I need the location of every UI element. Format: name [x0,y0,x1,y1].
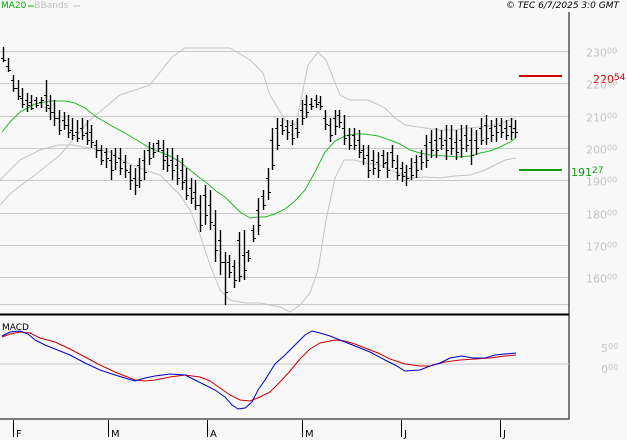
x-tick-label: M [305,429,314,440]
resistance-label: 22054 [593,73,626,86]
ma20-line [1,100,517,219]
y-tick-label: 18000 [586,209,617,222]
x-tick-label: F [16,429,22,440]
copyright-timestamp: © TEC 6/7/2025 3:0 GMT [505,1,619,11]
macd-signal-line [1,331,517,402]
macd-y-tick-label: 000 [601,363,618,376]
y-tick-label: 20000 [586,144,617,157]
y-tick-label: 16000 [586,273,617,286]
x-tick-label: J [403,429,407,440]
x-tick-label: M [111,429,120,440]
macd-y-axis: 500 000 [601,342,618,376]
price-grid [0,51,569,305]
x-tick-label: A [210,429,217,440]
x-tick-label: J [502,429,506,440]
y-tick-label: 17000 [586,241,617,254]
legend-ma20: MA20 [1,1,27,11]
price-bars [1,47,518,305]
legend-bbands: BBands [34,1,69,11]
price-y-axis: 23000 22000 21000 20000 19000 18000 17000 16000 [586,47,617,286]
y-tick-label: 19000 [586,176,617,189]
y-tick-label: 21000 [586,112,617,125]
y-tick-label: 23000 [586,47,617,60]
macd-line [1,330,517,410]
support-label: 19127 [571,166,603,179]
chart-legend: MA20 BBands [1,1,68,11]
y-tick-label: 22000 [586,79,617,92]
macd-label: MACD [2,323,29,333]
macd-y-tick-label: 500 [601,342,618,355]
bollinger-upper-line [0,47,517,206]
